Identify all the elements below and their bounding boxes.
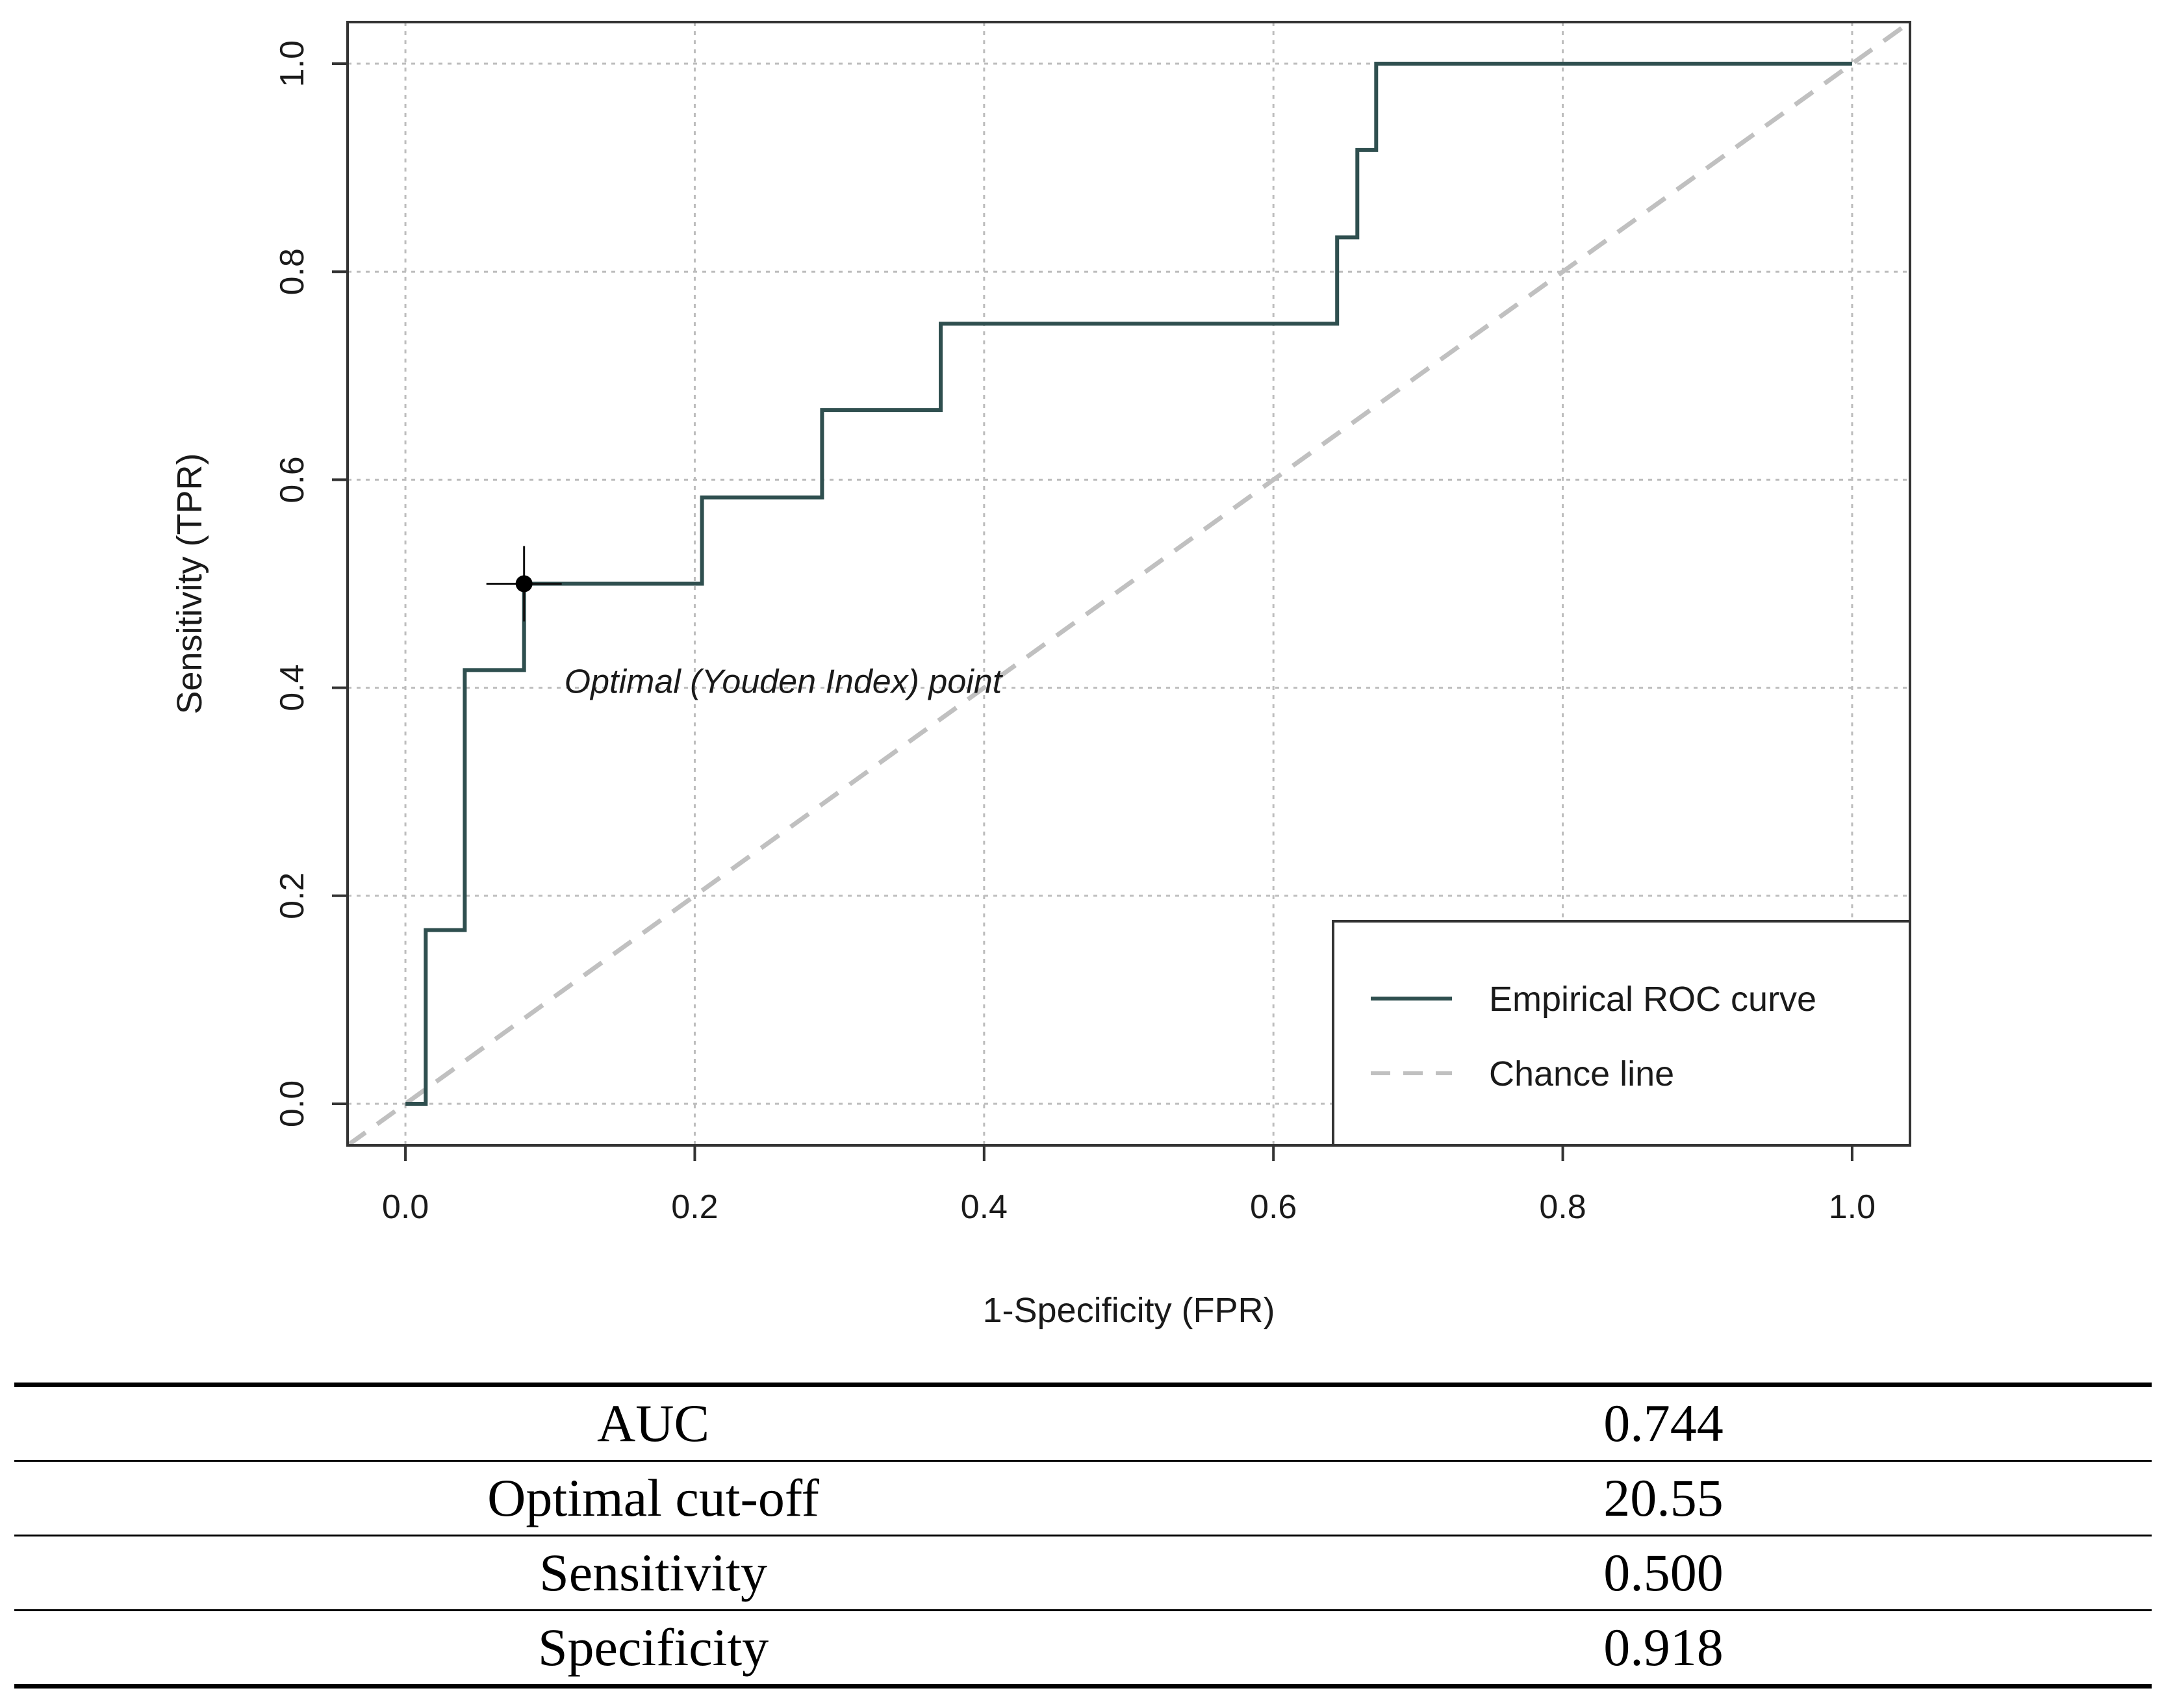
y-tick-label: 0.4 xyxy=(274,664,311,711)
y-axis-ticks: 0.0 0.2 0.4 0.6 0.8 1.0 xyxy=(274,40,348,1127)
optimal-point-label: Optimal (Youden Index) point xyxy=(565,663,1004,701)
x-tick-label: 0.8 xyxy=(1539,1188,1586,1226)
stat-value: 20.55 xyxy=(1292,1460,2152,1536)
table-row: Specificity 0.918 xyxy=(14,1610,2152,1689)
x-axis-ticks: 0.0 0.2 0.4 0.6 0.8 1.0 xyxy=(382,1145,1876,1226)
stat-label: Specificity xyxy=(14,1610,1293,1689)
chance-line xyxy=(346,20,1912,1147)
stats-table: AUC 0.744 Optimal cut-off 20.55 Sensitiv… xyxy=(14,1383,2152,1689)
stat-value: 0.500 xyxy=(1292,1535,2152,1611)
optimal-point-group: Optimal (Youden Index) point xyxy=(486,546,1004,701)
x-tick-label: 0.2 xyxy=(671,1188,718,1226)
legend-label-roc: Empirical ROC curve xyxy=(1489,980,1816,1019)
x-tick-label: 0.0 xyxy=(382,1188,429,1226)
legend-label-chance: Chance line xyxy=(1489,1054,1674,1093)
legend-box xyxy=(1332,920,1911,1147)
roc-chart: Optimal (Youden Index) point 0.0 0.2 0.4 0.… xyxy=(170,20,1912,1330)
roc-curve-group xyxy=(405,62,1852,1106)
table-row: Sensitivity 0.500 xyxy=(14,1535,2152,1611)
stat-label: AUC xyxy=(14,1383,1293,1462)
roc-curve-line xyxy=(405,62,1852,1106)
y-tick-label: 0.0 xyxy=(274,1080,311,1127)
y-tick-label: 0.6 xyxy=(274,456,311,503)
optimal-point-marker xyxy=(515,575,533,593)
y-tick-label: 1.0 xyxy=(274,40,311,87)
stat-label: Sensitivity xyxy=(14,1535,1293,1611)
x-axis-title: 1-Specificity (FPR) xyxy=(982,1291,1275,1330)
stat-label: Optimal cut-off xyxy=(14,1460,1293,1536)
chance-line-group xyxy=(346,20,1912,1147)
table-row: AUC 0.744 xyxy=(14,1383,2152,1462)
x-tick-label: 0.6 xyxy=(1250,1188,1297,1226)
y-tick-label: 0.2 xyxy=(274,873,311,919)
table-row: Optimal cut-off 20.55 xyxy=(14,1460,2152,1536)
y-axis-title: Sensitivity (TPR) xyxy=(170,453,209,714)
x-tick-label: 1.0 xyxy=(1829,1188,1876,1226)
stat-value: 0.744 xyxy=(1292,1383,2152,1462)
plot-frame xyxy=(346,21,1911,1147)
legend: Empirical ROC curve Chance line xyxy=(1332,920,1911,1147)
y-tick-label: 0.8 xyxy=(274,248,311,295)
x-tick-label: 0.4 xyxy=(961,1188,1008,1226)
stat-value: 0.918 xyxy=(1292,1610,2152,1689)
